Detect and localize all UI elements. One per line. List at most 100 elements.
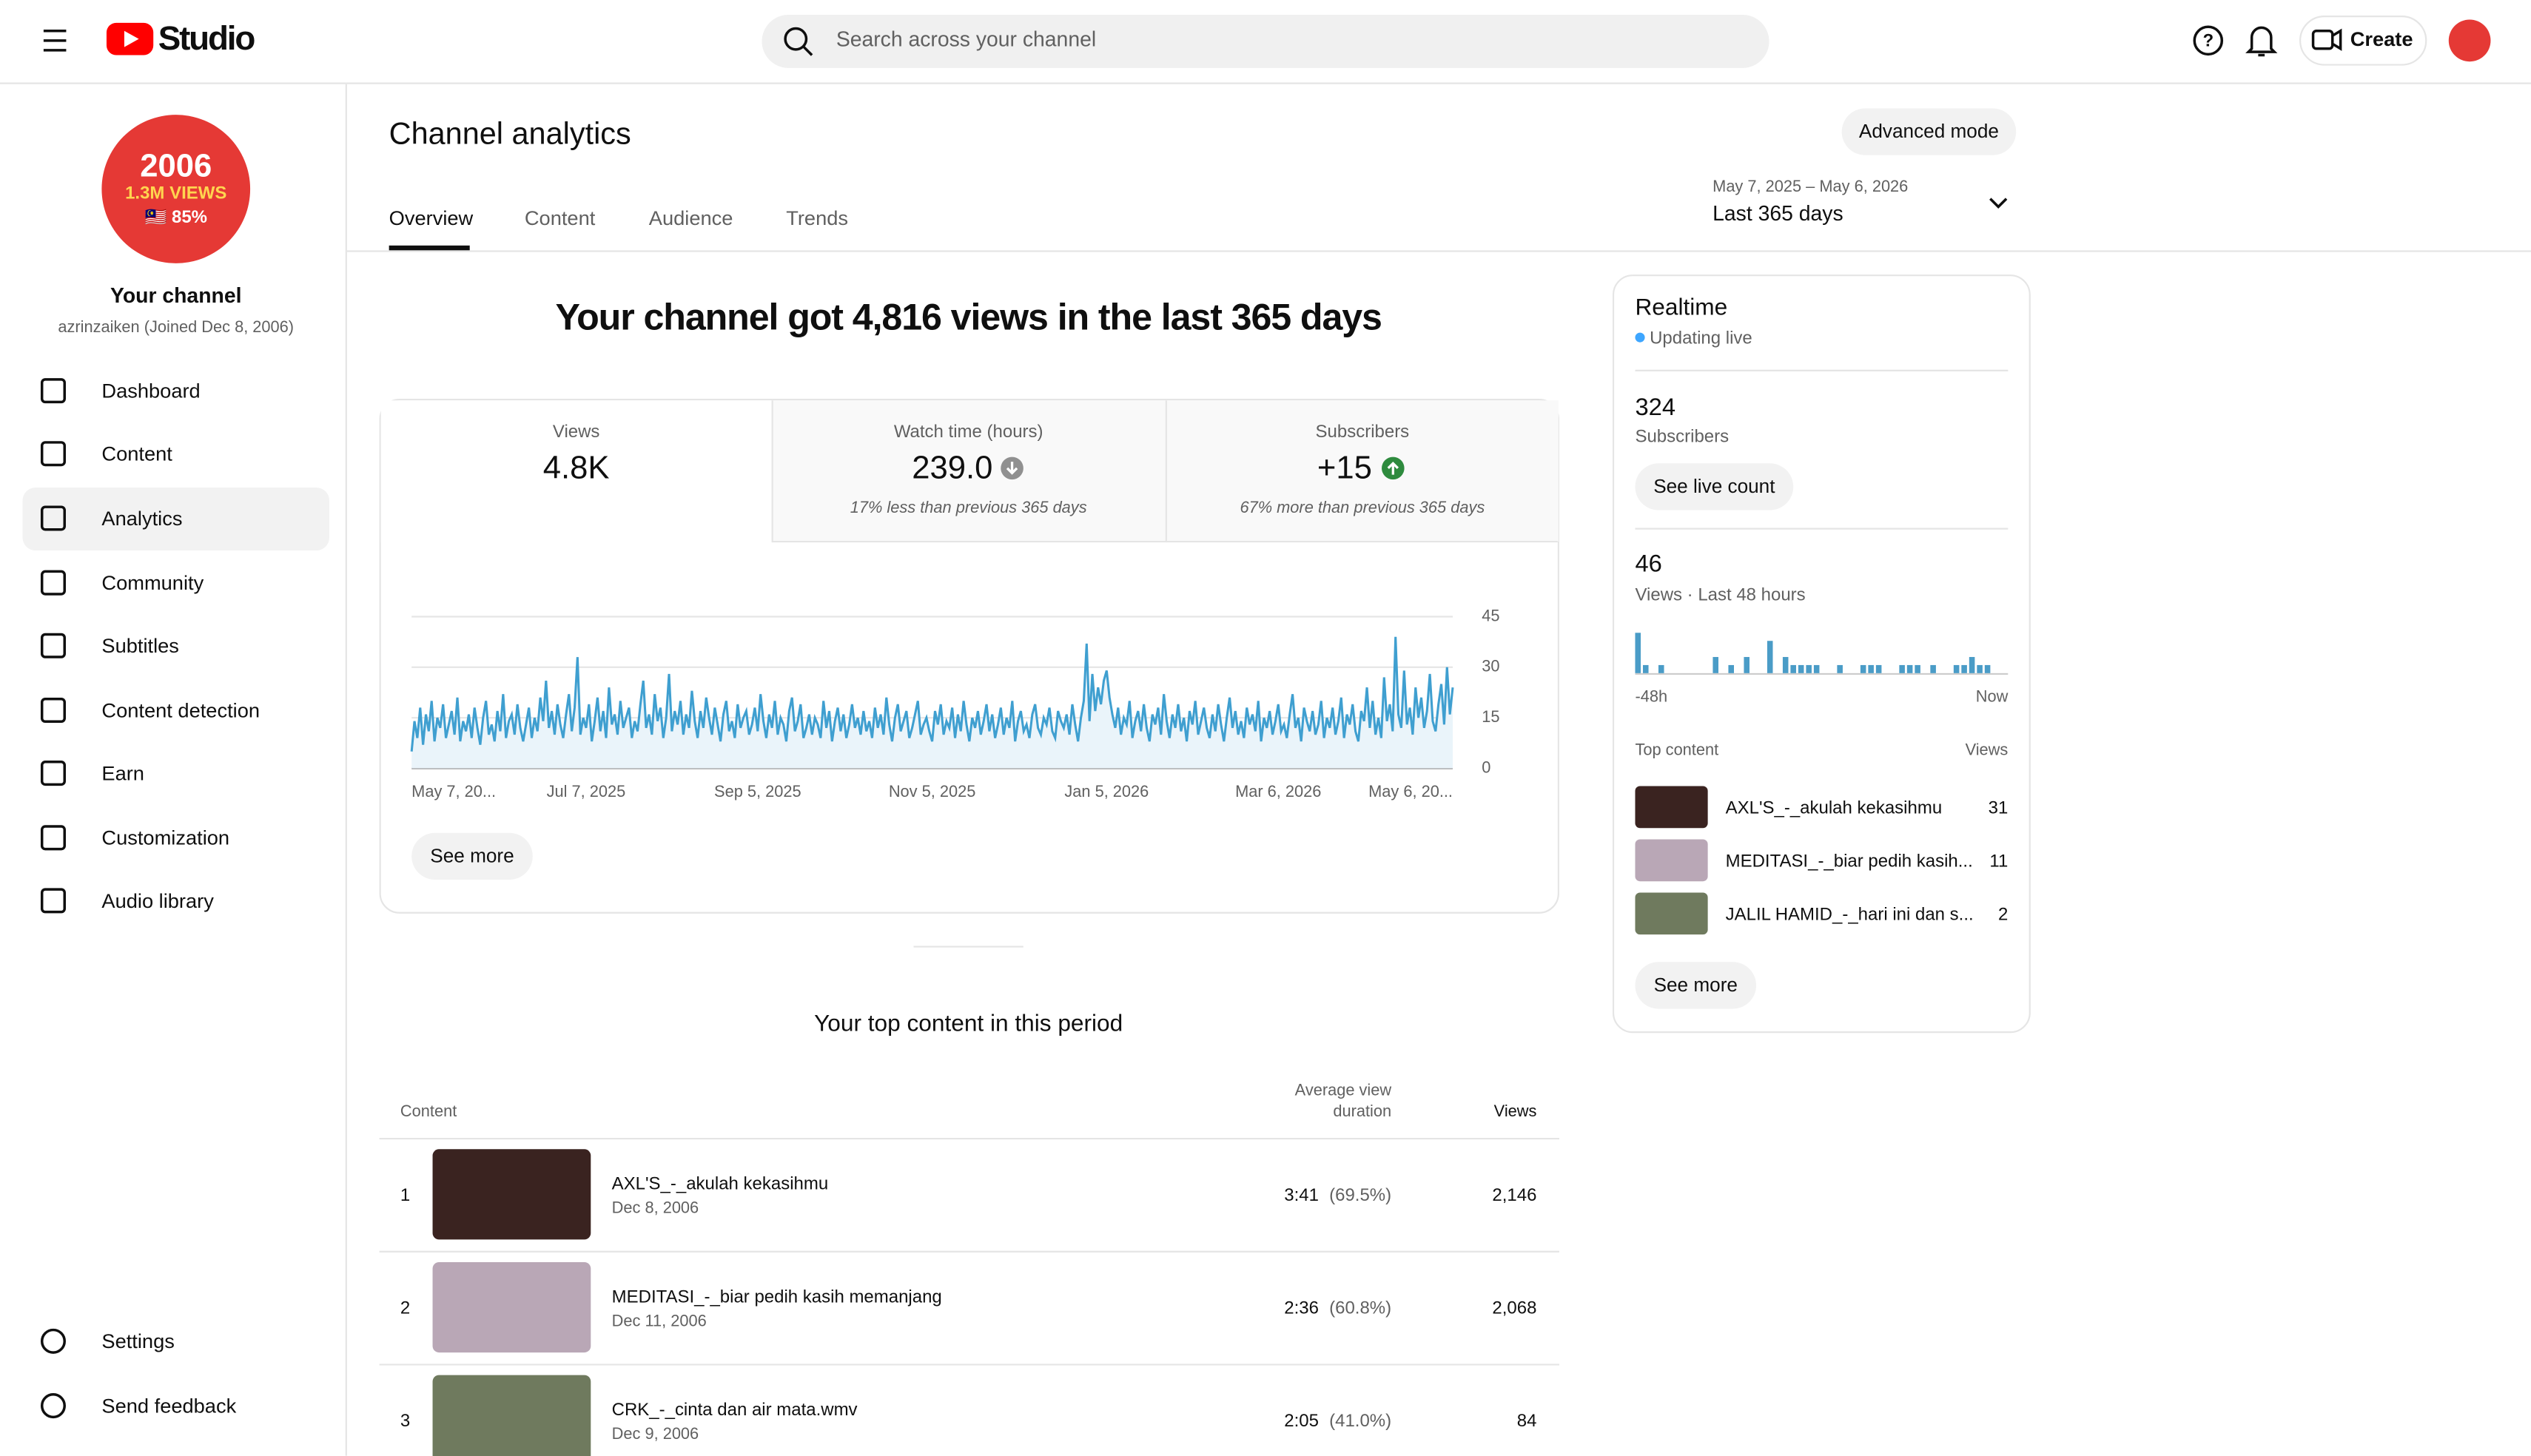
logo-text[interactable]: Studio — [158, 19, 257, 57]
bar — [1658, 664, 1664, 673]
thumbnail[interactable] — [432, 1261, 591, 1353]
see-more-button[interactable] — [1635, 962, 1757, 1009]
metric-label: Views — [553, 422, 600, 442]
avatar-text: 2006 — [140, 149, 212, 184]
video-title[interactable]: MEDITASI_-_biar pedih kasih memanjang — [612, 1287, 942, 1307]
x-tick-label: -48h — [1635, 687, 1667, 705]
live-count-button[interactable] — [1635, 463, 1794, 510]
advanced-button[interactable] — [1841, 108, 2017, 155]
nav-item[interactable]: Customization — [101, 826, 229, 849]
video-date: Dec 11, 2006 — [612, 1311, 707, 1329]
tab[interactable]: Audience — [649, 206, 733, 229]
live-status: Updating live — [1650, 328, 1752, 348]
bar — [1915, 664, 1920, 673]
nav-item[interactable]: Community — [101, 571, 204, 594]
nav-item[interactable]: Audio library — [101, 889, 214, 912]
nav-icon[interactable] — [40, 570, 66, 596]
bar — [1790, 664, 1796, 673]
bar — [1712, 657, 1719, 673]
nav-item[interactable]: Earn — [101, 761, 144, 784]
nav-item[interactable]: Send feedback — [101, 1394, 236, 1417]
menu-icon[interactable] — [43, 30, 67, 52]
metric-tab-bg[interactable] — [380, 400, 773, 543]
thumbnail[interactable] — [432, 1375, 591, 1456]
bar — [1977, 664, 1983, 673]
date-range[interactable]: May 7, 2025 – May 6, 2026 — [1712, 177, 1908, 195]
column-header: duration — [1333, 1102, 1391, 1120]
bar — [1744, 657, 1749, 673]
y-tick-label: 45 — [1482, 606, 1499, 624]
nav-icon[interactable] — [40, 761, 66, 786]
avg-duration: 2:05 — [1284, 1411, 1319, 1431]
nav-icon[interactable] — [40, 378, 66, 404]
avg-percent: (69.5%) — [1329, 1185, 1391, 1205]
see-more-button[interactable] — [411, 832, 533, 880]
account-avatar[interactable] — [2448, 19, 2491, 62]
x-tick-label: Now — [1976, 687, 2009, 705]
thumbnail[interactable] — [1635, 839, 1708, 882]
video-title[interactable]: AXL'S_-_akulah kekasihmu — [612, 1174, 829, 1194]
avg-duration: 2:36 — [1284, 1298, 1319, 1318]
video-title[interactable]: JALIL HAMID_-_hari ini dan s... — [1726, 904, 1974, 924]
nav-icon[interactable] — [40, 1393, 66, 1419]
nav-item[interactable]: Content detection — [101, 698, 260, 721]
nav-icon[interactable] — [40, 441, 66, 467]
nav-icon[interactable] — [40, 825, 66, 851]
period-dropdown[interactable] — [1989, 198, 2008, 209]
bar — [1635, 633, 1641, 673]
tab[interactable]: Overview — [389, 206, 474, 229]
header: Studio Search across your channel ? Crea… — [0, 14, 2531, 84]
create-button[interactable] — [2299, 16, 2427, 66]
views: 2 — [1998, 904, 2008, 924]
logo-play — [124, 30, 139, 47]
channel-sub: azrinzaiken (Joined Dec 8, 2006) — [58, 317, 294, 336]
notifications-icon[interactable] — [2245, 26, 2278, 57]
bar — [1875, 664, 1882, 673]
advanced-label: Advanced mode — [1859, 120, 1999, 142]
nav-item[interactable]: Content — [101, 442, 172, 465]
bar — [1969, 657, 1975, 673]
metric-note: 67% more than previous 365 days — [1240, 498, 1485, 516]
down-icon — [1006, 462, 1018, 475]
period[interactable]: Last 365 days — [1712, 202, 1843, 226]
nav-icon[interactable] — [40, 697, 66, 724]
thumbnail[interactable] — [1635, 786, 1708, 829]
avatar-text: 1.3M VIEWS — [125, 183, 226, 203]
bar — [1961, 664, 1967, 673]
video-date: Dec 8, 2006 — [612, 1199, 699, 1217]
help-icon: ? — [2202, 30, 2214, 50]
subscriber-label: Subscribers — [1635, 427, 1729, 447]
thumbnail[interactable] — [432, 1149, 591, 1240]
channel-title: Your channel — [110, 284, 241, 308]
y-tick-label: 15 — [1482, 707, 1499, 726]
metric-label: Watch time (hours) — [894, 422, 1043, 442]
views-count: 46 — [1635, 549, 1661, 576]
video-title[interactable]: MEDITASI_-_biar pedih kasih... — [1726, 851, 1973, 871]
video-title[interactable]: AXL'S_-_akulah kekasihmu — [1726, 798, 1943, 818]
views: 11 — [1989, 851, 2008, 871]
nav-icon[interactable] — [40, 633, 66, 658]
nav-item[interactable]: Analytics — [101, 507, 182, 530]
avatar-text: 🇲🇾 85% — [144, 207, 207, 227]
video-title[interactable]: CRK_-_cinta dan air mata.wmv — [612, 1400, 858, 1420]
tab[interactable]: Content — [525, 206, 596, 229]
views-chart: 0 15 30 45 May 7, 20... Jul 7, 2025 Sep 5, 202… — [410, 606, 1500, 801]
nav-item[interactable]: Settings — [101, 1329, 174, 1352]
x-tick-label: May 6, 20... — [1368, 782, 1453, 801]
thumbnail[interactable] — [1635, 892, 1708, 935]
channel-avatar[interactable] — [101, 115, 251, 263]
nav-icon[interactable] — [40, 888, 66, 914]
tab[interactable]: Trends — [786, 206, 848, 229]
page-title: Channel analytics — [389, 115, 631, 150]
column-header: Average view — [1295, 1081, 1392, 1099]
tab-indicator — [389, 245, 470, 251]
help-icon[interactable] — [2193, 25, 2224, 56]
page-header: Channel analytics Advanced mode Overview… — [346, 108, 2531, 252]
nav-icon[interactable] — [40, 505, 66, 531]
nav-item[interactable]: Dashboard — [101, 380, 200, 402]
nav-icon[interactable] — [40, 1328, 66, 1354]
metric-value: 239.0 — [912, 451, 992, 486]
search-bar[interactable] — [762, 14, 1769, 68]
nav-item[interactable]: Subtitles — [101, 634, 179, 657]
